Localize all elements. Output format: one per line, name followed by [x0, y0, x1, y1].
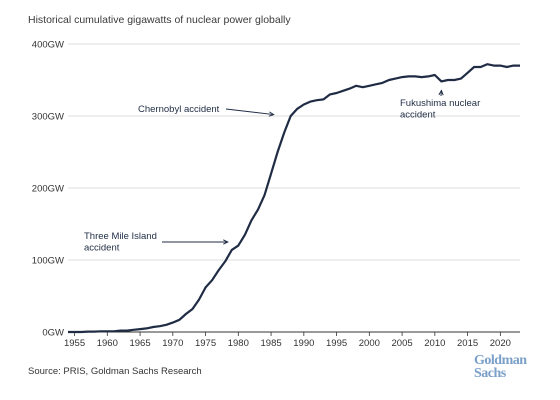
x-tick-label: 2010	[424, 338, 445, 349]
x-tick-label: 1995	[326, 338, 347, 349]
arrowhead-icon	[268, 111, 275, 117]
arrowhead-icon	[223, 239, 229, 245]
x-tick-label: 2015	[457, 338, 478, 349]
y-tick-label: 100GW	[32, 256, 64, 267]
source-note: Source: PRIS, Goldman Sachs Research	[28, 366, 202, 377]
x-tick-label: 1960	[97, 338, 118, 349]
y-tick-labels: 0GW 100GW 200GW 300GW 400GW	[32, 40, 64, 339]
annotation-arrow	[225, 108, 274, 116]
chart-title: Historical cumulative gigawatts of nucle…	[28, 14, 291, 26]
series-line-nuclear-gw	[68, 63, 520, 334]
x-tick-label: 1955	[64, 338, 85, 349]
goldman-sachs-logo: Goldman Sachs	[474, 353, 527, 381]
x-tick-label: 1990	[293, 338, 314, 349]
x-tick-label: 2020	[490, 338, 511, 349]
annotation-text: accident	[400, 110, 436, 121]
annotation: Chernobyl accident	[138, 104, 275, 117]
x-tick-label: 1980	[228, 338, 249, 349]
y-tick-label: 400GW	[32, 40, 64, 51]
arrowhead-icon	[438, 89, 444, 96]
annotation-text: Fukushima nuclear	[400, 98, 480, 109]
x-tick-labels: 1955 1960 1965 1970 1975 1980 1985 1990 1995 2000…	[64, 332, 511, 349]
gridlines	[68, 43, 520, 261]
x-tick-label: 2000	[359, 338, 380, 349]
x-tick-label: 1970	[162, 338, 183, 349]
y-tick-label: 300GW	[32, 112, 64, 123]
x-tick-label: 1965	[129, 338, 150, 349]
y-tick-label: 200GW	[32, 184, 64, 195]
annotation-text: Three Mile Island	[84, 231, 157, 242]
x-tick-label: 1985	[261, 338, 282, 349]
annotation-text: accident	[84, 243, 120, 254]
y-tick-label: 0GW	[42, 328, 64, 339]
annotation-text: Chernobyl accident	[138, 104, 220, 115]
x-tick-label: 2005	[392, 338, 413, 349]
x-tick-label: 1975	[195, 338, 216, 349]
